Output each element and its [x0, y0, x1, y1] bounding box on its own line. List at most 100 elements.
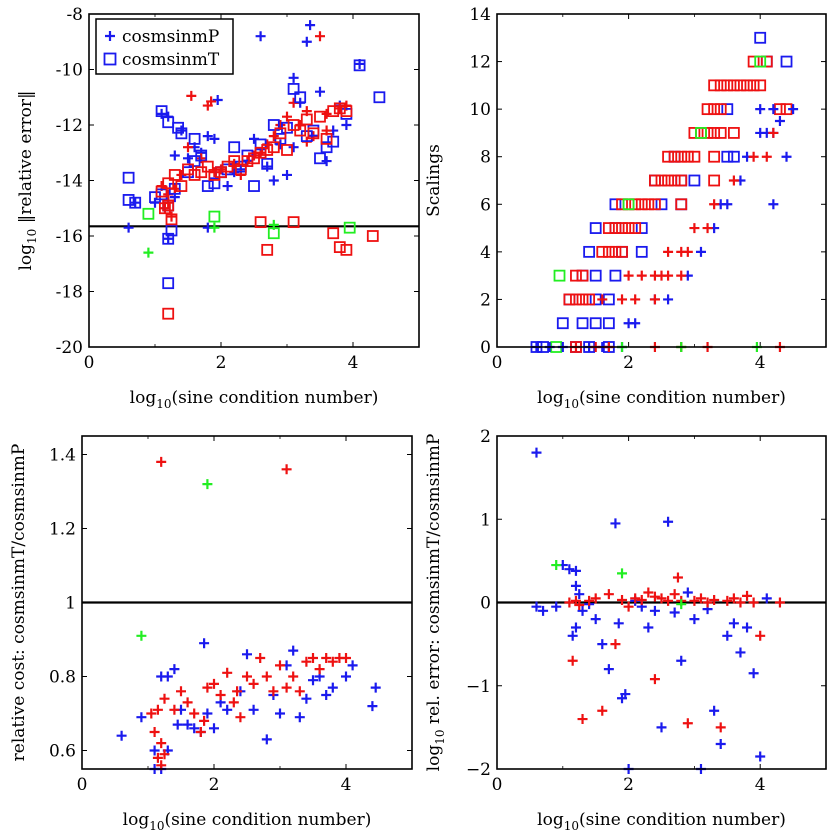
data-point: [675, 198, 688, 211]
data-point: [149, 745, 160, 756]
data-point: [209, 723, 219, 734]
y-tick-label: 10: [469, 100, 491, 120]
data-point: [321, 108, 332, 119]
y-axis-label: log10 ‖relative error‖: [16, 90, 39, 270]
data-point: [675, 198, 688, 211]
data-point: [636, 595, 647, 606]
data-point: [288, 72, 299, 83]
data-point: [340, 243, 353, 256]
y-axis-label: relative cost: cosmsinmT/cosmsinmP: [9, 444, 29, 762]
data-point: [570, 293, 582, 306]
data-point: [689, 614, 700, 625]
data-point: [616, 222, 628, 234]
data-point: [742, 590, 753, 601]
data-point: [609, 198, 622, 211]
data-point: [188, 169, 201, 181]
data-point: [188, 132, 201, 145]
data-point: [196, 153, 207, 164]
data-point: [577, 714, 588, 725]
data-point: [228, 697, 239, 708]
data-point: [602, 245, 615, 258]
data-point: [234, 163, 247, 176]
data-point: [165, 224, 178, 237]
data-point: [195, 727, 206, 737]
data-point: [755, 104, 766, 115]
data-point: [288, 645, 299, 656]
data-point: [755, 630, 766, 641]
series-red-square: [155, 102, 379, 320]
data-point: [727, 150, 740, 163]
data-point: [314, 664, 325, 675]
data-point: [321, 156, 332, 167]
data-point: [165, 213, 178, 226]
data-point: [176, 125, 187, 136]
data-point: [630, 593, 641, 604]
data-point: [768, 199, 779, 210]
data-point: [570, 269, 582, 282]
legend: cosmsinmP cosmsinmT: [95, 18, 234, 75]
data-point: [136, 712, 147, 723]
data-point: [287, 83, 300, 95]
y-tick-label: 2: [480, 427, 491, 447]
data-point: [603, 664, 614, 675]
data-point: [747, 55, 760, 68]
data-point: [155, 185, 168, 198]
data-point: [267, 119, 280, 131]
data-point: [649, 294, 660, 305]
data-point: [268, 175, 279, 186]
chart-panel-2: 0 2 4 0 2 4 6 8 10 12 14 log10(sine condition numbe…: [424, 5, 827, 411]
data-point: [314, 110, 326, 123]
data-point: [623, 601, 634, 612]
data-point: [327, 105, 340, 118]
data-point: [208, 177, 221, 190]
data-point: [788, 104, 799, 115]
x-tick-label: 4: [341, 775, 352, 795]
data-point: [169, 664, 180, 675]
data-point: [136, 630, 147, 641]
data-point: [636, 270, 647, 281]
data-point: [727, 127, 740, 139]
y-tick-label: -18: [56, 283, 83, 303]
x-tick-label: 4: [755, 353, 766, 373]
data-point: [156, 456, 167, 467]
data-point: [728, 175, 739, 186]
data-point: [649, 674, 660, 685]
data-point: [186, 90, 197, 101]
data-point: [695, 127, 707, 139]
data-point: [254, 216, 267, 229]
data-point: [183, 153, 193, 164]
data-point: [635, 198, 648, 211]
data-point: [268, 131, 279, 142]
data-point: [162, 199, 175, 212]
data-point: [333, 102, 346, 115]
x-axis-label: log10(sine condition number): [130, 388, 379, 411]
data-point: [734, 79, 747, 92]
y-tick-label: 1.4: [49, 446, 76, 466]
data-point: [721, 103, 734, 116]
data-point: [152, 704, 163, 715]
data-point: [556, 317, 569, 330]
chart-panel-4: 0 2 4 −2 −1 0 1 2 log10(sine condition number) lo…: [424, 427, 827, 833]
data-point: [748, 597, 759, 608]
data-point: [321, 690, 332, 700]
data-point: [630, 294, 641, 305]
data-point: [761, 151, 772, 162]
data-point: [609, 222, 622, 234]
data-point: [159, 203, 170, 214]
data-point: [656, 593, 667, 604]
data-point: [281, 682, 292, 693]
data-point: [343, 221, 356, 234]
y-tick-label: 4: [480, 243, 491, 263]
data-point: [695, 127, 707, 139]
data-point: [261, 671, 272, 682]
data-point: [122, 171, 135, 184]
data-point: [202, 479, 213, 490]
data-point: [714, 127, 727, 139]
data-point: [159, 749, 170, 760]
data-point: [288, 671, 299, 682]
data-point: [748, 151, 759, 162]
data-point: [577, 605, 588, 616]
y-tick-label: 1.2: [49, 520, 76, 540]
data-point: [643, 587, 654, 598]
data-point: [232, 686, 243, 697]
